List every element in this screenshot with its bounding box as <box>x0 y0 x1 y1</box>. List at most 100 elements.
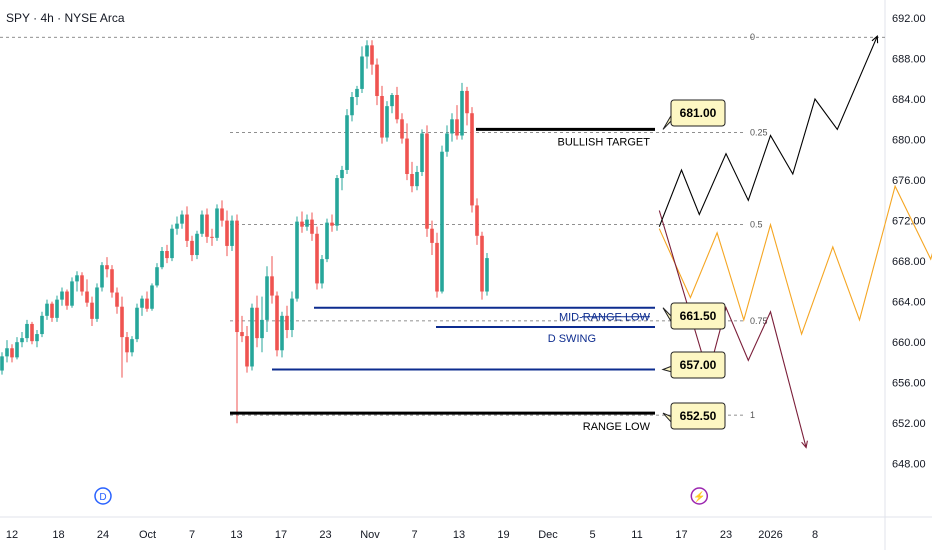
y-tick-label: 664.00 <box>892 297 926 309</box>
candle-body <box>405 138 409 175</box>
candle-body <box>245 336 249 367</box>
candle-body <box>20 338 24 343</box>
candle-body <box>175 223 179 229</box>
candle-body <box>250 307 254 367</box>
x-tick-label: Oct <box>139 529 156 541</box>
candle-body <box>400 119 404 139</box>
y-tick-label: 688.00 <box>892 54 926 66</box>
price-tag-text: 681.00 <box>680 106 717 120</box>
dividend-badge <box>94 487 112 505</box>
candle-body <box>30 323 34 342</box>
x-tick-label: Dec <box>538 529 558 541</box>
alt-projection-path <box>658 184 932 336</box>
candle-body <box>50 303 54 318</box>
candle-body <box>95 287 99 319</box>
level-label: RANGE LOW <box>583 421 651 433</box>
candle-body <box>75 275 79 282</box>
candle-body <box>260 319 264 339</box>
candle-body <box>15 342 19 358</box>
candle-body <box>200 214 204 234</box>
candle-body <box>35 334 39 342</box>
candle-body <box>60 291 64 300</box>
level-label: BULLISH TARGET <box>557 136 650 148</box>
candle-body <box>255 307 259 339</box>
candle-body <box>220 208 224 221</box>
candle-body <box>480 235 484 292</box>
candle-body <box>335 178 339 226</box>
candle-body <box>130 339 134 353</box>
candle-body <box>135 307 139 340</box>
bear-projection-path-arrowhead <box>801 440 808 449</box>
candle-body <box>325 222 329 260</box>
price-tag-box <box>670 402 726 430</box>
candle-body <box>395 94 399 120</box>
candle-body <box>345 115 349 170</box>
x-tick-label: 11 <box>631 529 642 541</box>
candle-body <box>195 233 199 256</box>
candle-body <box>290 298 294 331</box>
candle-body <box>40 315 44 335</box>
candle-body <box>155 267 159 286</box>
badge-letter: ⚡ <box>693 490 705 503</box>
candle-body <box>65 291 69 306</box>
x-tick-label: 17 <box>275 529 287 541</box>
y-tick-label: 684.00 <box>892 94 926 106</box>
fib-label: 0.25 <box>750 127 768 137</box>
x-tick-label: 24 <box>97 529 109 541</box>
candle-body <box>145 298 149 309</box>
candle-body <box>310 219 314 234</box>
candle-body <box>350 97 354 116</box>
candle-body <box>285 315 289 331</box>
candle-body <box>55 299 59 318</box>
price-tag-box <box>670 351 726 379</box>
candle-body <box>365 45 369 57</box>
candle-body <box>420 133 424 172</box>
candle-body <box>25 323 29 339</box>
candle-body <box>410 174 414 187</box>
candle-body <box>300 221 304 227</box>
candle-body <box>235 220 239 333</box>
candle-body <box>125 337 129 353</box>
candle-body <box>205 214 209 237</box>
candle-body <box>10 348 14 358</box>
candle-body <box>210 236 214 238</box>
candle-body <box>150 285 154 309</box>
price-tag-text: 657.00 <box>680 358 717 372</box>
y-tick-label: 668.00 <box>892 256 926 268</box>
candle-body <box>170 228 174 259</box>
candle-body <box>330 222 334 226</box>
y-tick-label: 656.00 <box>892 378 926 390</box>
candle-body <box>485 258 489 292</box>
candle-body <box>460 90 464 136</box>
x-tick-label: 12 <box>6 529 18 541</box>
bull-projection-path <box>658 35 878 227</box>
candle-body <box>240 332 244 337</box>
candle-body <box>340 169 344 179</box>
candle-body <box>160 251 164 268</box>
candle-body <box>215 208 219 238</box>
x-tick-label: Nov <box>360 529 380 541</box>
y-tick-label: 660.00 <box>892 337 926 349</box>
x-tick-label: 8 <box>812 529 818 541</box>
candle-body <box>265 276 269 320</box>
candle-body <box>295 221 299 299</box>
candle-body <box>45 303 49 316</box>
x-tick-label: 7 <box>189 529 195 541</box>
candle-body <box>115 292 119 307</box>
candle-body <box>0 356 4 371</box>
y-tick-label: 672.00 <box>892 216 926 228</box>
candle-body <box>370 45 374 65</box>
y-tick-label: 652.00 <box>892 418 926 430</box>
x-tick-label: 18 <box>52 529 64 541</box>
bear-projection-path <box>658 210 807 448</box>
candle-body <box>320 259 324 284</box>
candle-body <box>375 64 379 97</box>
candle-body <box>315 233 319 284</box>
candle-body <box>275 295 279 351</box>
candle-body <box>80 275 84 292</box>
candle-body <box>5 348 9 357</box>
x-tick-label: 7 <box>411 529 417 541</box>
candle-body <box>110 269 114 293</box>
candle-body <box>230 220 234 246</box>
